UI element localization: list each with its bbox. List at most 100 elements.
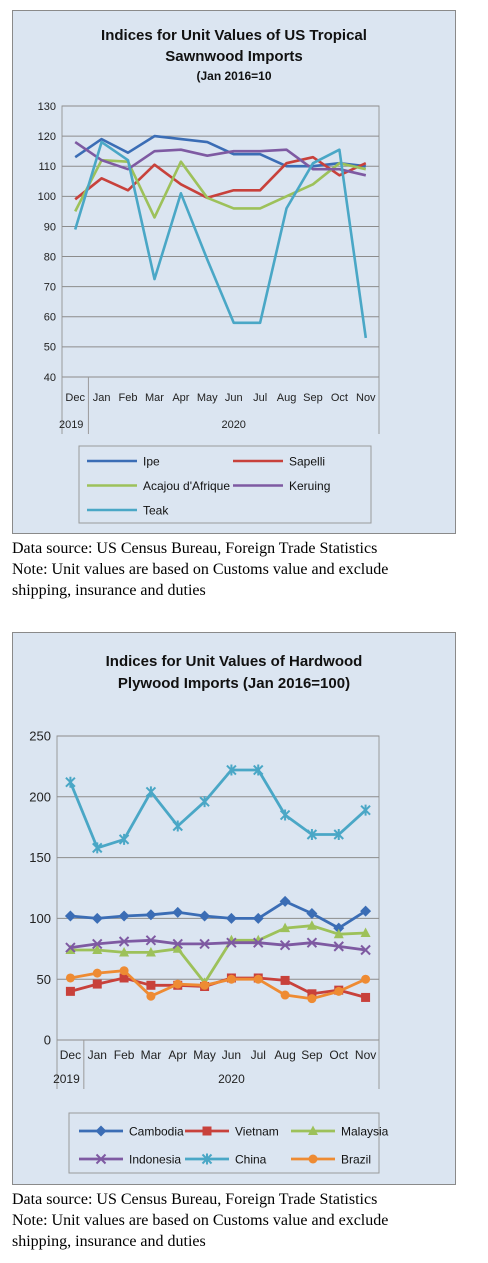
legend-box xyxy=(68,1112,380,1174)
data-point xyxy=(226,937,237,948)
data-point xyxy=(334,986,344,996)
data-point xyxy=(118,936,130,947)
data-point xyxy=(360,905,372,917)
data-point xyxy=(333,922,345,934)
y-tick-label: 70 xyxy=(44,282,56,294)
legend-label: Vietnam xyxy=(235,1124,279,1138)
legend: Ipe Sapelli Acajou d'Afrique Keruing Teak xyxy=(78,445,372,524)
chart-subtitle: (Jan 2016=10 xyxy=(196,69,272,83)
data-point xyxy=(280,975,290,985)
x-tick-label: Oct xyxy=(331,392,348,404)
series-acajou-d-afrique xyxy=(74,158,367,219)
legend-label: Malaysia xyxy=(341,1124,389,1138)
x-tick-label: Sep xyxy=(301,1048,323,1062)
data-point xyxy=(119,966,129,976)
series-line xyxy=(69,768,367,850)
y-tick-label: 60 xyxy=(44,312,56,324)
data-point xyxy=(92,979,102,989)
legend-item-brazil: Brazil xyxy=(291,1152,371,1166)
y-tick-label: 0 xyxy=(44,1033,51,1048)
data-point xyxy=(146,991,156,1001)
data-point xyxy=(253,974,263,984)
x-tick-label: Aug xyxy=(277,392,297,404)
y-tick-label: 90 xyxy=(44,221,56,233)
legend-item-malaysia: Malaysia xyxy=(291,1124,389,1138)
data-point xyxy=(333,928,344,939)
data-point xyxy=(65,776,76,788)
data-point xyxy=(280,922,291,933)
data-point xyxy=(279,809,291,821)
legend-label: Acajou d'Afrique xyxy=(143,479,230,493)
note-source-line: Data source: US Census Bureau, Foreign T… xyxy=(12,540,378,557)
series-indonesia xyxy=(65,935,371,956)
x-tick-label: Feb xyxy=(119,392,138,404)
chart-title-line1: Indices for Unit Values of Hardwood xyxy=(105,653,363,670)
data-point xyxy=(306,920,317,930)
y-tick-label: 50 xyxy=(44,342,56,354)
year-label: 2020 xyxy=(218,1072,245,1086)
legend-label: Teak xyxy=(143,503,169,517)
gridlines xyxy=(57,735,379,1041)
year-label: 2019 xyxy=(53,1072,80,1086)
series-cambodia xyxy=(64,895,372,934)
chart-plot-sawnwood: 40 50 60 70 80 90 100 110 120 130 Dec Jan Feb Mar Apr M… xyxy=(38,101,380,524)
data-point xyxy=(252,912,264,924)
note-unit-values-line: Note: Unit values are based on Customs v… xyxy=(12,1212,389,1229)
legend-marker xyxy=(308,1154,318,1164)
note-exclusions-line: shipping, insurance and duties xyxy=(12,582,206,599)
data-point xyxy=(226,764,237,776)
data-point xyxy=(172,906,184,918)
data-point xyxy=(253,764,264,776)
data-point xyxy=(279,939,291,951)
legend-item-indonesia: Indonesia xyxy=(79,1152,181,1166)
series-line xyxy=(70,924,366,985)
x-tick-label: Dec xyxy=(60,1048,81,1062)
series-line xyxy=(70,938,366,952)
x-tick-label: Jan xyxy=(93,392,111,404)
x-tick-label: Jun xyxy=(225,392,243,404)
data-point xyxy=(200,980,210,990)
legend-item-teak: Teak xyxy=(87,503,169,517)
y-tick-label: 50 xyxy=(37,972,51,987)
x-tick-label: Nov xyxy=(356,392,376,404)
x-tick-label: Mar xyxy=(145,392,164,404)
legend-item-china: China xyxy=(185,1152,267,1166)
data-point xyxy=(280,990,290,1000)
data-point xyxy=(360,944,371,956)
legend-item-vietnam: Vietnam xyxy=(185,1124,279,1138)
x-tick-label: Jul xyxy=(251,1048,266,1062)
data-point xyxy=(118,833,130,845)
data-point xyxy=(307,989,317,999)
x-tick-label: Dec xyxy=(65,392,85,404)
x-tick-label: Oct xyxy=(329,1048,348,1062)
x-tick-label: Apr xyxy=(168,1048,187,1062)
data-point xyxy=(361,992,371,1002)
note-source-line: Data source: US Census Bureau, Foreign T… xyxy=(12,1191,378,1208)
chart-title: Indices for Unit Values of US Tropical S… xyxy=(13,25,455,85)
data-point xyxy=(253,937,264,948)
x-tick-label: Jan xyxy=(88,1048,107,1062)
legend-marker xyxy=(201,1153,213,1165)
chart-plot-plywood: 0 50 100 150 200 250 Dec Jan Feb Mar Apr May Jun Jul A… xyxy=(29,729,389,1174)
legend-label: Brazil xyxy=(341,1152,371,1166)
data-point xyxy=(333,828,344,840)
x-tick-label: Nov xyxy=(355,1048,376,1062)
y-tick-label: 100 xyxy=(38,191,56,203)
legend-item-keruing: Keruing xyxy=(233,479,330,493)
data-point xyxy=(199,910,211,922)
data-point xyxy=(92,938,103,950)
series-line xyxy=(74,158,367,219)
legend-marker xyxy=(95,1125,107,1137)
data-source-note: Data source: US Census Bureau, Foreign T… xyxy=(12,538,482,601)
series-line xyxy=(74,134,366,168)
data-point xyxy=(199,938,210,950)
data-point xyxy=(92,842,103,854)
series-teak xyxy=(73,140,368,339)
y-tick-label: 80 xyxy=(44,251,56,263)
y-tick-label: 130 xyxy=(38,101,56,113)
chart-title-line2: Plywood Imports (Jan 2016=100) xyxy=(117,675,351,692)
gridlines xyxy=(62,105,379,378)
legend-marker xyxy=(308,1125,318,1135)
x-tick-label: Feb xyxy=(114,1048,135,1062)
series-china xyxy=(65,764,371,854)
